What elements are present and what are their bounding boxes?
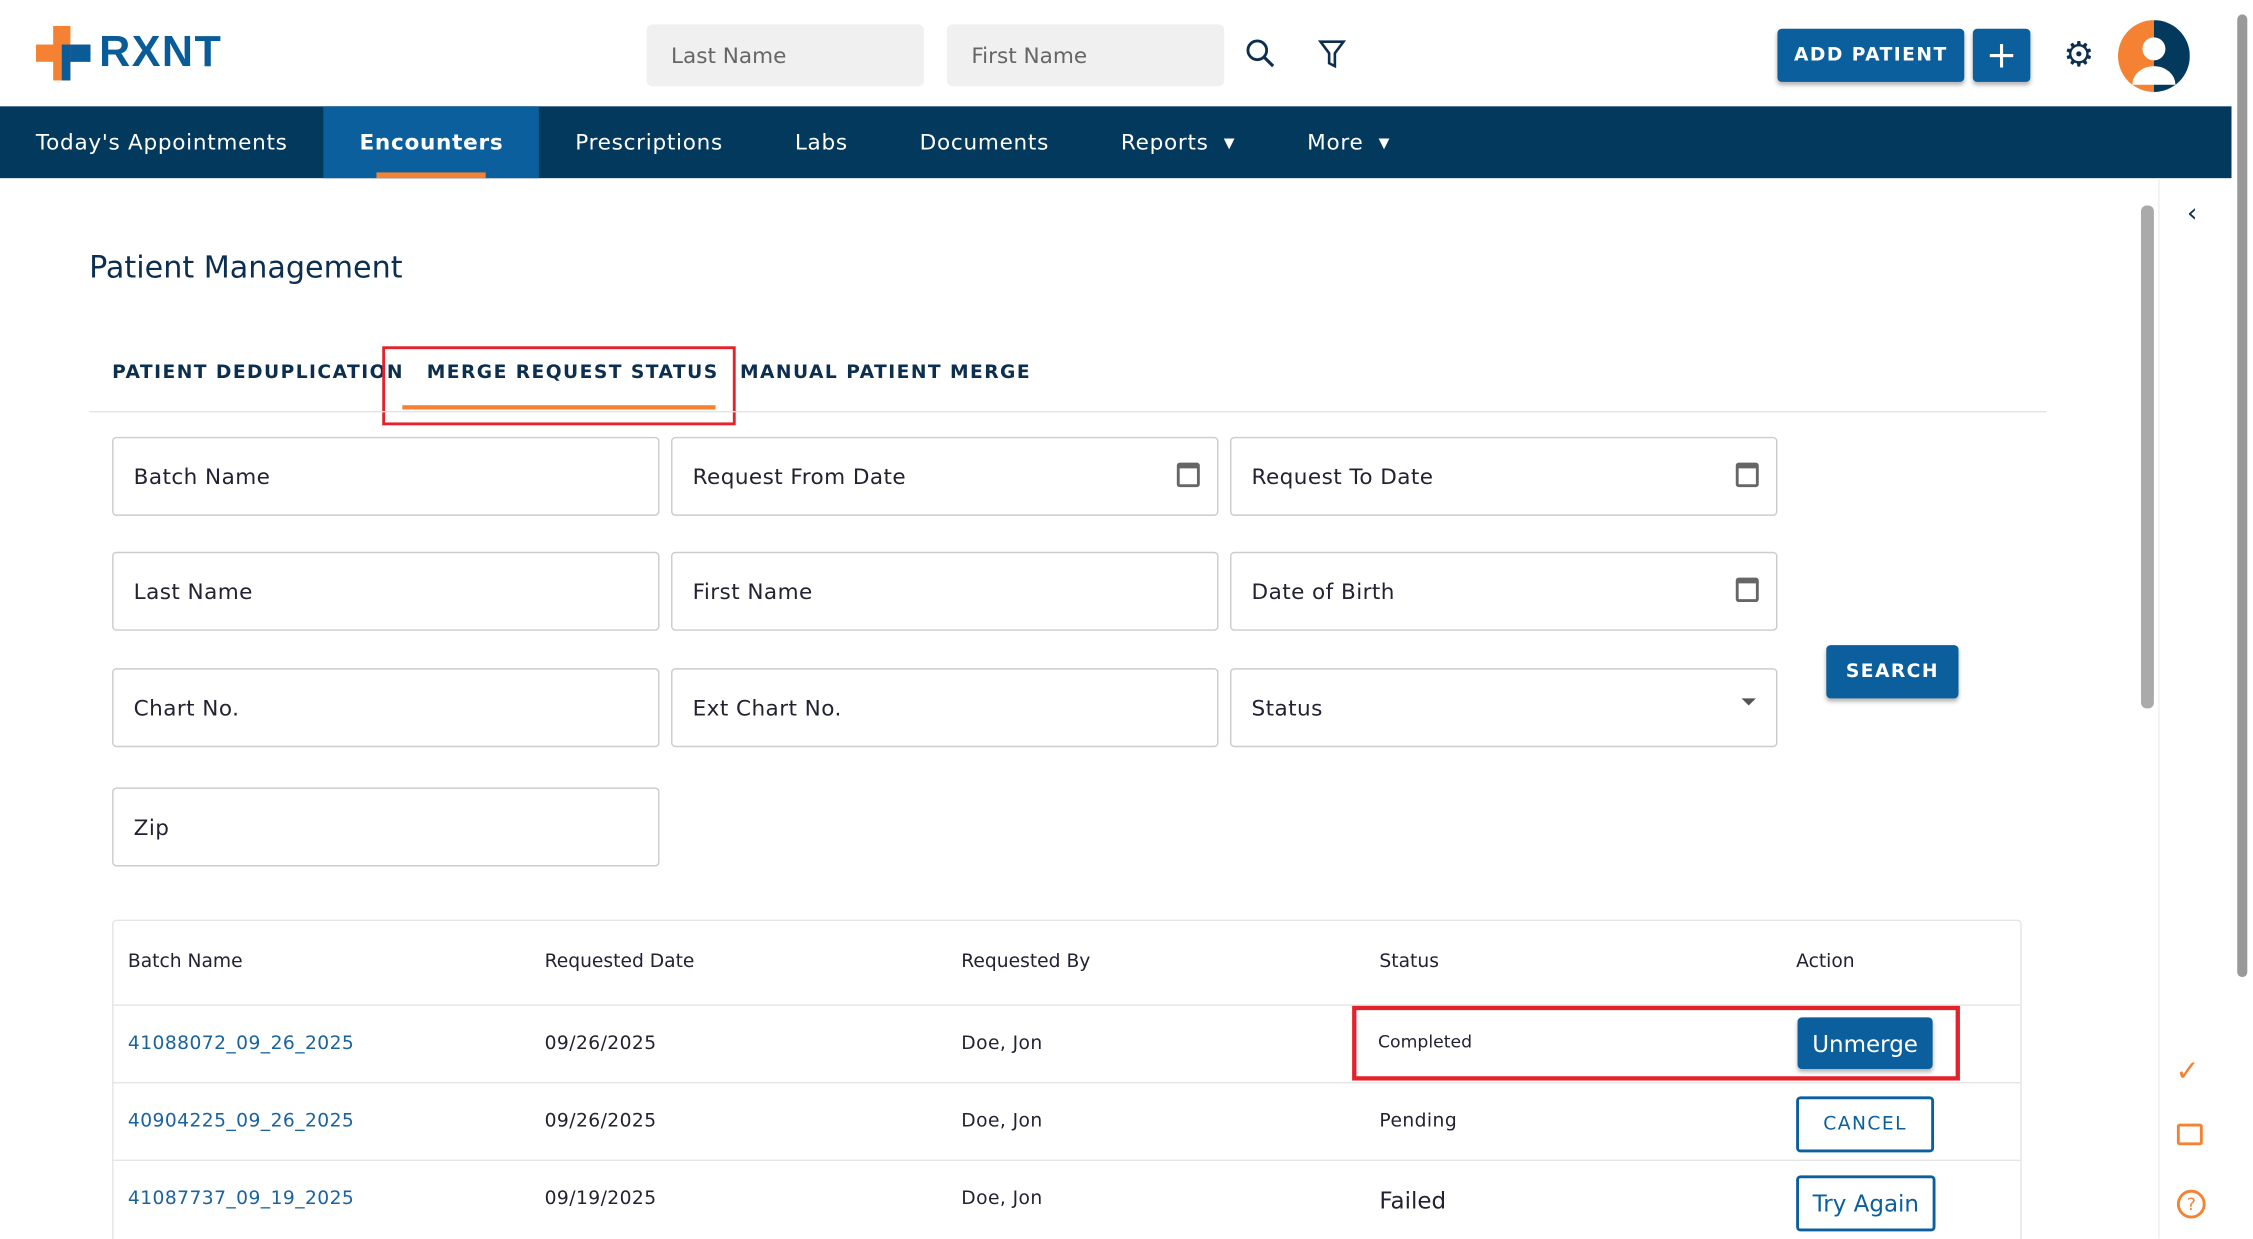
search-button[interactable]: SEARCH — [1826, 645, 1959, 699]
row-divider — [113, 1159, 2021, 1162]
nav-label: Today's Appointments — [35, 129, 288, 156]
field-label: Zip — [133, 814, 170, 840]
calendar-icon[interactable] — [1176, 462, 1200, 488]
status-text: Failed — [1379, 1186, 1447, 1215]
collapse-chevron-left-icon[interactable]: ‹ — [2186, 198, 2198, 229]
nav-reports[interactable]: Reports ▾ — [1085, 106, 1271, 178]
field-label: Chart No. — [133, 694, 240, 721]
col-header-batch-name[interactable]: Batch Name — [127, 951, 243, 973]
batch-link[interactable]: 40904225_09_26_2025 — [127, 1110, 355, 1133]
nav-label: Prescriptions — [575, 129, 723, 156]
results-table — [112, 919, 2022, 1239]
batch-link[interactable]: 41087737_09_19_2025 — [127, 1188, 355, 1210]
highlight-box — [382, 346, 736, 426]
requested-by: Doe, Jon — [961, 1033, 1043, 1055]
calendar-icon[interactable] — [1735, 462, 1759, 488]
check-circle-icon[interactable]: ✓ — [2175, 1053, 2200, 1088]
date-of-birth-input[interactable]: Date of Birth — [1229, 551, 1778, 631]
tab-merge-request-status[interactable]: MERGE REQUEST STATUS — [426, 362, 719, 384]
col-header-action: Action — [1796, 951, 1855, 973]
status-select[interactable]: Status — [1229, 668, 1778, 748]
chat-icon[interactable] — [2176, 1123, 2203, 1146]
scrollbar-page[interactable] — [2237, 14, 2248, 978]
request-from-date-input[interactable]: Request From Date — [671, 436, 1219, 516]
requested-date: 09/26/2025 — [544, 1110, 657, 1133]
field-label: Request To Date — [1251, 463, 1434, 490]
col-header-requested-date[interactable]: Requested Date — [544, 951, 695, 973]
col-header-requested-by[interactable]: Requested By — [961, 951, 1091, 973]
header-last-name-input[interactable]: Last Name — [646, 24, 924, 87]
add-patient-button[interactable]: ADD PATIENT — [1777, 28, 1965, 82]
field-label: Request From Date — [692, 463, 907, 490]
nav-label: Labs — [794, 129, 848, 156]
field-label: Status — [1251, 694, 1323, 721]
header-first-name-input[interactable]: First Name — [946, 24, 1225, 87]
rxnt-logo[interactable]: RXNT — [35, 25, 222, 81]
field-label: Batch Name — [133, 463, 271, 490]
field-label: Ext Chart No. — [692, 694, 842, 721]
page-title: Patient Management — [89, 250, 403, 285]
field-label: Date of Birth — [1251, 578, 1395, 605]
gear-icon[interactable]: ⚙ — [2063, 34, 2095, 75]
col-header-status[interactable]: Status — [1379, 951, 1439, 973]
batch-link[interactable]: 41088072_09_26_2025 — [127, 1033, 355, 1055]
row-divider — [113, 1004, 2021, 1006]
tab-manual-patient-merge[interactable]: MANUAL PATIENT MERGE — [740, 362, 1032, 384]
nav-todays-appointments[interactable]: Today's Appointments — [0, 106, 324, 178]
nav-labs[interactable]: Labs — [759, 106, 884, 178]
search-icon[interactable] — [1244, 37, 1276, 69]
field-label: First Name — [692, 578, 813, 605]
chevron-down-icon: ▾ — [1378, 129, 1391, 156]
nav-label: Reports — [1120, 129, 1209, 156]
calendar-icon[interactable] — [1735, 577, 1759, 603]
chevron-down-icon: ▾ — [1223, 129, 1236, 156]
requested-date: 09/26/2025 — [544, 1033, 657, 1055]
nav-more[interactable]: More ▾ — [1271, 106, 1426, 178]
main-nav: Today's Appointments Encounters Prescrip… — [0, 106, 2232, 179]
nav-documents[interactable]: Documents — [884, 106, 1085, 178]
last-name-input[interactable]: Last Name — [112, 551, 660, 631]
chart-no-input[interactable]: Chart No. — [112, 668, 660, 748]
requested-by: Doe, Jon — [961, 1110, 1043, 1133]
status-text: Completed — [1377, 1031, 1473, 1052]
try-again-button[interactable]: Try Again — [1796, 1175, 1936, 1232]
zip-input[interactable]: Zip — [112, 787, 660, 867]
scrollbar-inner[interactable] — [2140, 205, 2154, 709]
highlight-box — [1352, 1005, 1960, 1081]
nav-label: Encounters — [359, 129, 504, 156]
field-label: Last Name — [133, 578, 253, 605]
cancel-button[interactable]: CANCEL — [1796, 1096, 1935, 1153]
ext-chart-no-input[interactable]: Ext Chart No. — [671, 668, 1219, 748]
help-icon[interactable]: ? — [2176, 1189, 2206, 1219]
request-to-date-input[interactable]: Request To Date — [1229, 436, 1778, 516]
filter-icon[interactable] — [1317, 39, 1347, 71]
logo-cross-icon — [35, 25, 91, 81]
nav-prescriptions[interactable]: Prescriptions — [539, 106, 759, 178]
unmerge-button[interactable]: Unmerge — [1797, 1017, 1933, 1070]
avatar[interactable] — [2117, 20, 2190, 92]
first-name-input[interactable]: First Name — [671, 551, 1219, 631]
status-text: Pending — [1379, 1110, 1458, 1133]
right-panel — [2158, 178, 2233, 1239]
requested-by: Doe, Jon — [961, 1188, 1043, 1210]
tab-divider — [89, 410, 2047, 413]
nav-label: Documents — [919, 129, 1050, 156]
row-divider — [113, 1081, 2021, 1084]
requested-date: 09/19/2025 — [544, 1188, 657, 1210]
nav-label: More — [1307, 129, 1364, 156]
active-tab-indicator — [402, 405, 716, 410]
nav-encounters[interactable]: Encounters — [323, 106, 540, 179]
tab-patient-deduplication[interactable]: PATIENT DEDUPLICATION — [112, 362, 404, 384]
batch-name-input[interactable]: Batch Name — [112, 436, 660, 516]
add-button[interactable]: + — [1972, 28, 2031, 82]
dropdown-arrow-icon — [1741, 698, 1756, 706]
